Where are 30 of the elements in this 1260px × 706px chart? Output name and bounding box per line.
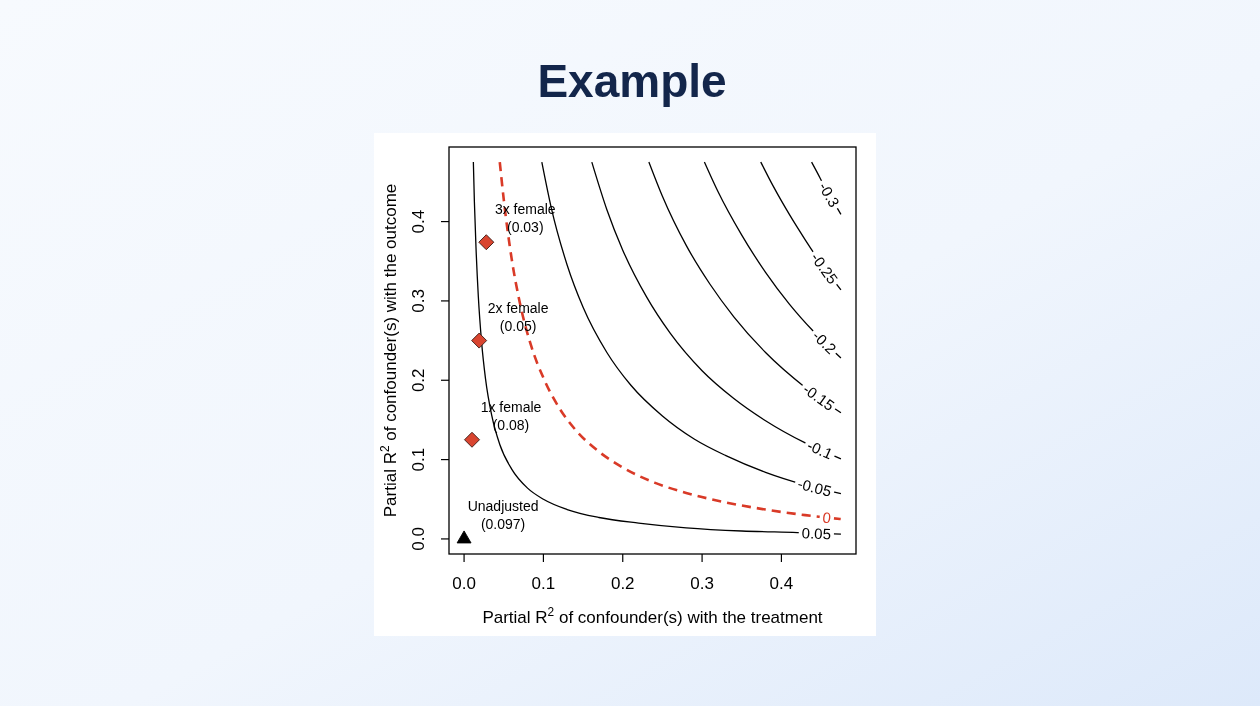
line-series [591, 161, 842, 460]
point [464, 431, 480, 448]
line-series [760, 161, 842, 291]
text: -0.3 [815, 179, 844, 211]
annotation: Unadjusted (0.097) [467, 497, 539, 532]
x-tick-label: 0.1 [531, 573, 556, 593]
chart-title: Example [537, 55, 727, 107]
y-tick-label: 0.4 [409, 209, 429, 234]
y-tick-label: 0.3 [409, 289, 429, 313]
x-axis-title: Partial R$^{2}$ of confounder(s) with the treatment [482, 605, 823, 627]
x-tick-label: 0.3 [690, 573, 714, 593]
y-tick-label: 0.2 [409, 368, 429, 393]
text: -0.15 [799, 380, 838, 414]
x-tick-label: 0.0 [452, 573, 476, 593]
point [471, 332, 488, 349]
series-label: 0.05 [801, 524, 832, 543]
line-series [648, 161, 842, 414]
line-series [703, 161, 842, 359]
x-tick-label: 0.2 [610, 573, 635, 593]
text: -0.1 [804, 436, 836, 463]
text: -0.2 [809, 326, 840, 358]
x-tick-label: 0.4 [769, 573, 794, 593]
y-tick-label: 0.0 [409, 527, 429, 551]
annotation: 2x female (0.05) [487, 299, 549, 334]
text: -0.05 [795, 474, 834, 500]
point [478, 234, 495, 251]
point [456, 530, 472, 544]
line-series [810, 161, 842, 216]
text: 0 [821, 508, 832, 527]
y-tick-label: 0.1 [409, 447, 429, 472]
